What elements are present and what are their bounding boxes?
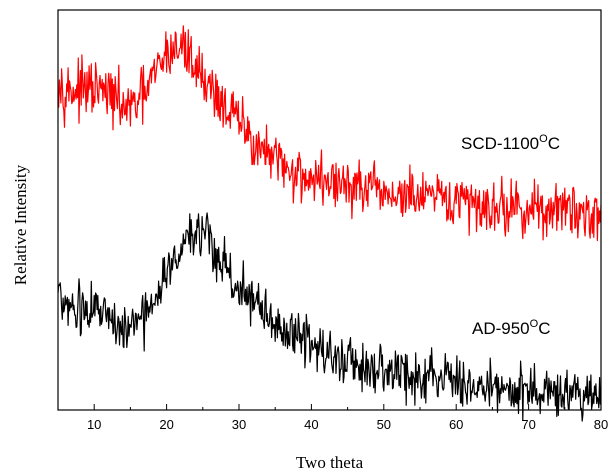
- x-axis-title: Two theta: [296, 453, 364, 472]
- series-label-unit: C: [548, 134, 560, 153]
- x-tick-label: 80: [594, 417, 608, 432]
- plot-lines: [57, 25, 602, 422]
- x-tick-label: 30: [232, 417, 246, 432]
- series-label-main: AD-950: [472, 319, 530, 338]
- series-line-scd-1100: [57, 25, 602, 242]
- plot-frame: [57, 9, 602, 411]
- series-label-main: SCD-1100: [461, 134, 539, 153]
- series-label-scd-1100: SCD-1100OC: [461, 133, 560, 153]
- y-axis-title: Relative Intensity: [11, 164, 30, 285]
- series-line-ad-950: [57, 212, 602, 422]
- x-tick-label: 70: [521, 417, 535, 432]
- x-tick-label: 10: [87, 417, 101, 432]
- series-label-unit: C: [538, 319, 550, 338]
- series-label-degree: O: [530, 318, 539, 330]
- x-tick-label: 40: [304, 417, 318, 432]
- series-label-ad-950: AD-950OC: [472, 318, 550, 338]
- x-axis-ticks: 10 20 30 40 50 60 70 80: [87, 404, 608, 432]
- x-tick-label: 50: [377, 417, 391, 432]
- x-tick-label: 20: [159, 417, 173, 432]
- x-tick-label: 60: [449, 417, 463, 432]
- series-label-degree: O: [539, 133, 548, 145]
